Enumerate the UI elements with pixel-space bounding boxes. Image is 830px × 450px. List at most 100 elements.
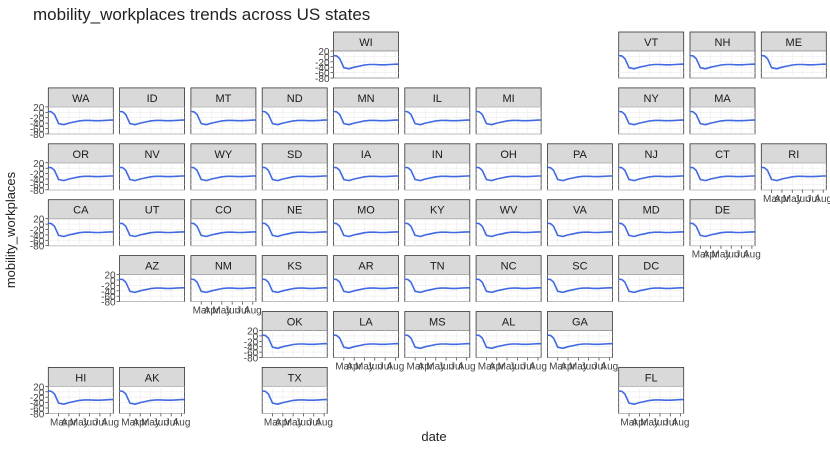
series-line-ct (689, 166, 755, 182)
facet-panel-or: OR 200-20-40-60-80 (30, 143, 114, 197)
facet-strip-label: OK (287, 317, 304, 329)
facet-panel-oh: OH (475, 143, 542, 191)
y-tick-label: -20 (101, 281, 116, 292)
facet-panel-mi: MI (475, 87, 542, 135)
series-line-in (404, 166, 470, 182)
series-line-id (119, 110, 185, 126)
x-tick-label: Mar (335, 362, 353, 373)
y-tick-label: 20 (33, 382, 45, 393)
x-tick-label: Mar (50, 417, 68, 428)
y-tick-label: 20 (33, 215, 45, 226)
y-tick-label: 0 (39, 220, 45, 231)
x-tick-label: Aug (743, 250, 761, 261)
x-tick-label: May (70, 417, 89, 428)
facet-panel-va: VA (547, 199, 613, 247)
y-tick-label: -40 (101, 287, 116, 298)
x-tick-label: Apr (774, 194, 790, 205)
series-line-nd (262, 110, 328, 126)
series-line-mn (333, 110, 399, 126)
y-tick-label: -80 (30, 409, 45, 420)
x-tick-label: May (569, 362, 588, 373)
series-line-ne (262, 222, 328, 238)
y-tick-label: -60 (30, 125, 45, 136)
y-tick-label: 20 (33, 159, 45, 170)
x-tick-label: Jul (236, 306, 249, 317)
facet-panel-ar: AR (333, 255, 399, 303)
x-tick-label: Aug (458, 362, 476, 373)
facet-strip-label: PA (573, 149, 588, 161)
facet-strip-label: NE (287, 205, 302, 217)
x-tick-label: Jun (153, 417, 169, 428)
series-line-tx (262, 390, 328, 406)
x-tick-label: Jun (438, 362, 454, 373)
x-tick-label: Jul (379, 362, 392, 373)
y-tick-label: -80 (30, 130, 45, 141)
series-line-ks (262, 278, 328, 294)
facet-panel-in: IN (404, 143, 471, 191)
x-tick-label: Apr (275, 417, 291, 428)
facet-panel-co: CO (190, 199, 257, 247)
series-line-vt (618, 54, 684, 70)
x-tick-label: Mar (549, 362, 567, 373)
x-tick-label: Mar (478, 362, 496, 373)
x-tick-label: Aug (101, 417, 119, 428)
y-tick-label: 20 (33, 103, 45, 114)
facet-panel-ks: KS (261, 255, 328, 303)
x-tick-label: Jun (82, 417, 98, 428)
facet-panel-pa: PA (547, 143, 613, 191)
facet-panel-ut: UT (119, 199, 185, 247)
series-line-ms (404, 334, 470, 350)
x-tick-label: Jul (593, 362, 606, 373)
series-line-wi (333, 54, 399, 70)
series-line-nh (689, 54, 755, 70)
x-tick-label: May (284, 417, 303, 428)
x-tick-label: Mar (692, 250, 710, 261)
series-line-nj (618, 166, 684, 182)
facet-strip-label: WV (500, 205, 518, 217)
facet-strip-label: KY (430, 205, 445, 217)
facet-strip-label: NJ (644, 149, 657, 161)
series-line-sd (262, 166, 328, 182)
facet-strip-label: KS (287, 261, 302, 273)
y-tick-label: -20 (315, 58, 330, 69)
series-line-nv (119, 166, 185, 182)
y-tick-label: -80 (315, 74, 330, 85)
y-tick-label: -20 (30, 226, 45, 237)
facet-strip-label: CT (715, 149, 730, 161)
facet-panel-tn: TN (404, 255, 471, 303)
x-tick-label: Apr (132, 417, 148, 428)
x-tick-label: Jun (509, 362, 525, 373)
facet-panel-nv: NV (119, 143, 185, 191)
x-tick-label: Jul (521, 362, 534, 373)
facet-strip-label: SD (287, 149, 302, 161)
facet-strip-label: NC (501, 261, 517, 273)
facet-strip-label: CO (215, 205, 232, 217)
x-tick-label: Aug (672, 417, 690, 428)
series-line-va (547, 222, 613, 238)
series-line-mt (190, 110, 256, 126)
facet-panel-mo: MO (333, 199, 399, 247)
facet-panel-nc: NC (475, 255, 542, 303)
series-line-ar (333, 278, 399, 294)
x-tick-label: Jun (295, 417, 311, 428)
series-line-pa (547, 166, 613, 182)
x-tick-label: Apr (204, 306, 220, 317)
y-tick-label: -20 (30, 393, 45, 404)
x-tick-label: Jun (581, 362, 597, 373)
x-tick-label: Jun (795, 194, 811, 205)
y-tick-label: 0 (324, 52, 330, 63)
facet-strip-label: WY (215, 149, 233, 161)
series-line-me (761, 54, 827, 70)
facet-strip-label: WA (72, 93, 90, 105)
x-tick-label: Aug (387, 362, 405, 373)
facet-panel-ok: OK 200-20-40-60-80 (244, 311, 328, 365)
y-tick-label: -20 (244, 337, 259, 348)
facet-panel-me: ME (760, 31, 827, 79)
facet-strip-label: HI (75, 372, 86, 384)
